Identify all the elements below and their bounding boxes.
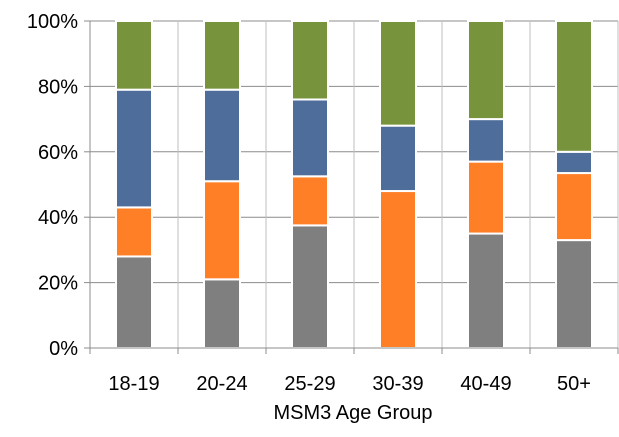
y-tick-label: 80%: [38, 76, 78, 98]
x-tick-label: 50+: [557, 373, 591, 395]
y-tick-label: 60%: [38, 142, 78, 164]
bar-segment-18-19-1: [115, 255, 153, 349]
bar-segment-40-49-3: [467, 118, 505, 163]
bar-segment-40-49-4: [467, 20, 505, 121]
y-tick-label: 100%: [27, 11, 78, 33]
x-tick-label: 20-24: [196, 373, 247, 395]
y-tick-labels: 0% 20% 40% 60% 80% 100%: [27, 11, 78, 360]
x-axis-title: MSM3 Age Group: [274, 402, 433, 424]
bar-segment-20-24-2: [203, 180, 241, 281]
bar-segment-18-19-2: [115, 206, 153, 258]
bar-segment-50+-4: [555, 20, 593, 153]
x-tick-label: 18-19: [108, 373, 159, 395]
bar-segment-30-39-3: [379, 124, 417, 193]
x-tick-label: 40-49: [460, 373, 511, 395]
bar-segment-50+-2: [555, 172, 593, 242]
x-tick-label: 25-29: [284, 373, 335, 395]
bar-segment-20-24-1: [203, 278, 241, 349]
bar-segment-25-29-4: [291, 20, 329, 101]
bar-segment-25-29-3: [291, 98, 329, 178]
gridlines: [90, 20, 619, 348]
bar-segment-50+-1: [555, 239, 593, 349]
bars: [115, 20, 593, 349]
y-tick-label: 0%: [49, 338, 78, 360]
bar-segment-18-19-4: [115, 20, 153, 91]
bar-segment-25-29-2: [291, 175, 329, 227]
bar-segment-30-39-4: [379, 20, 417, 127]
bar-segment-20-24-3: [203, 88, 241, 183]
bar-segment-25-29-1: [291, 224, 329, 349]
y-tick-label: 40%: [38, 207, 78, 229]
x-tick-labels: 18-19 20-24 25-29 30-39 40-49 50+: [108, 373, 591, 395]
axes: [84, 20, 619, 354]
bar-segment-20-24-4: [203, 20, 241, 91]
bar-segment-40-49-2: [467, 160, 505, 235]
bar-segment-40-49-1: [467, 232, 505, 349]
x-tick-label: 30-39: [372, 373, 423, 395]
y-tick-label: 20%: [38, 273, 78, 295]
bar-segment-30-39-2: [379, 190, 417, 349]
bar-segment-18-19-3: [115, 88, 153, 209]
bar-segment-50+-3: [555, 150, 593, 175]
